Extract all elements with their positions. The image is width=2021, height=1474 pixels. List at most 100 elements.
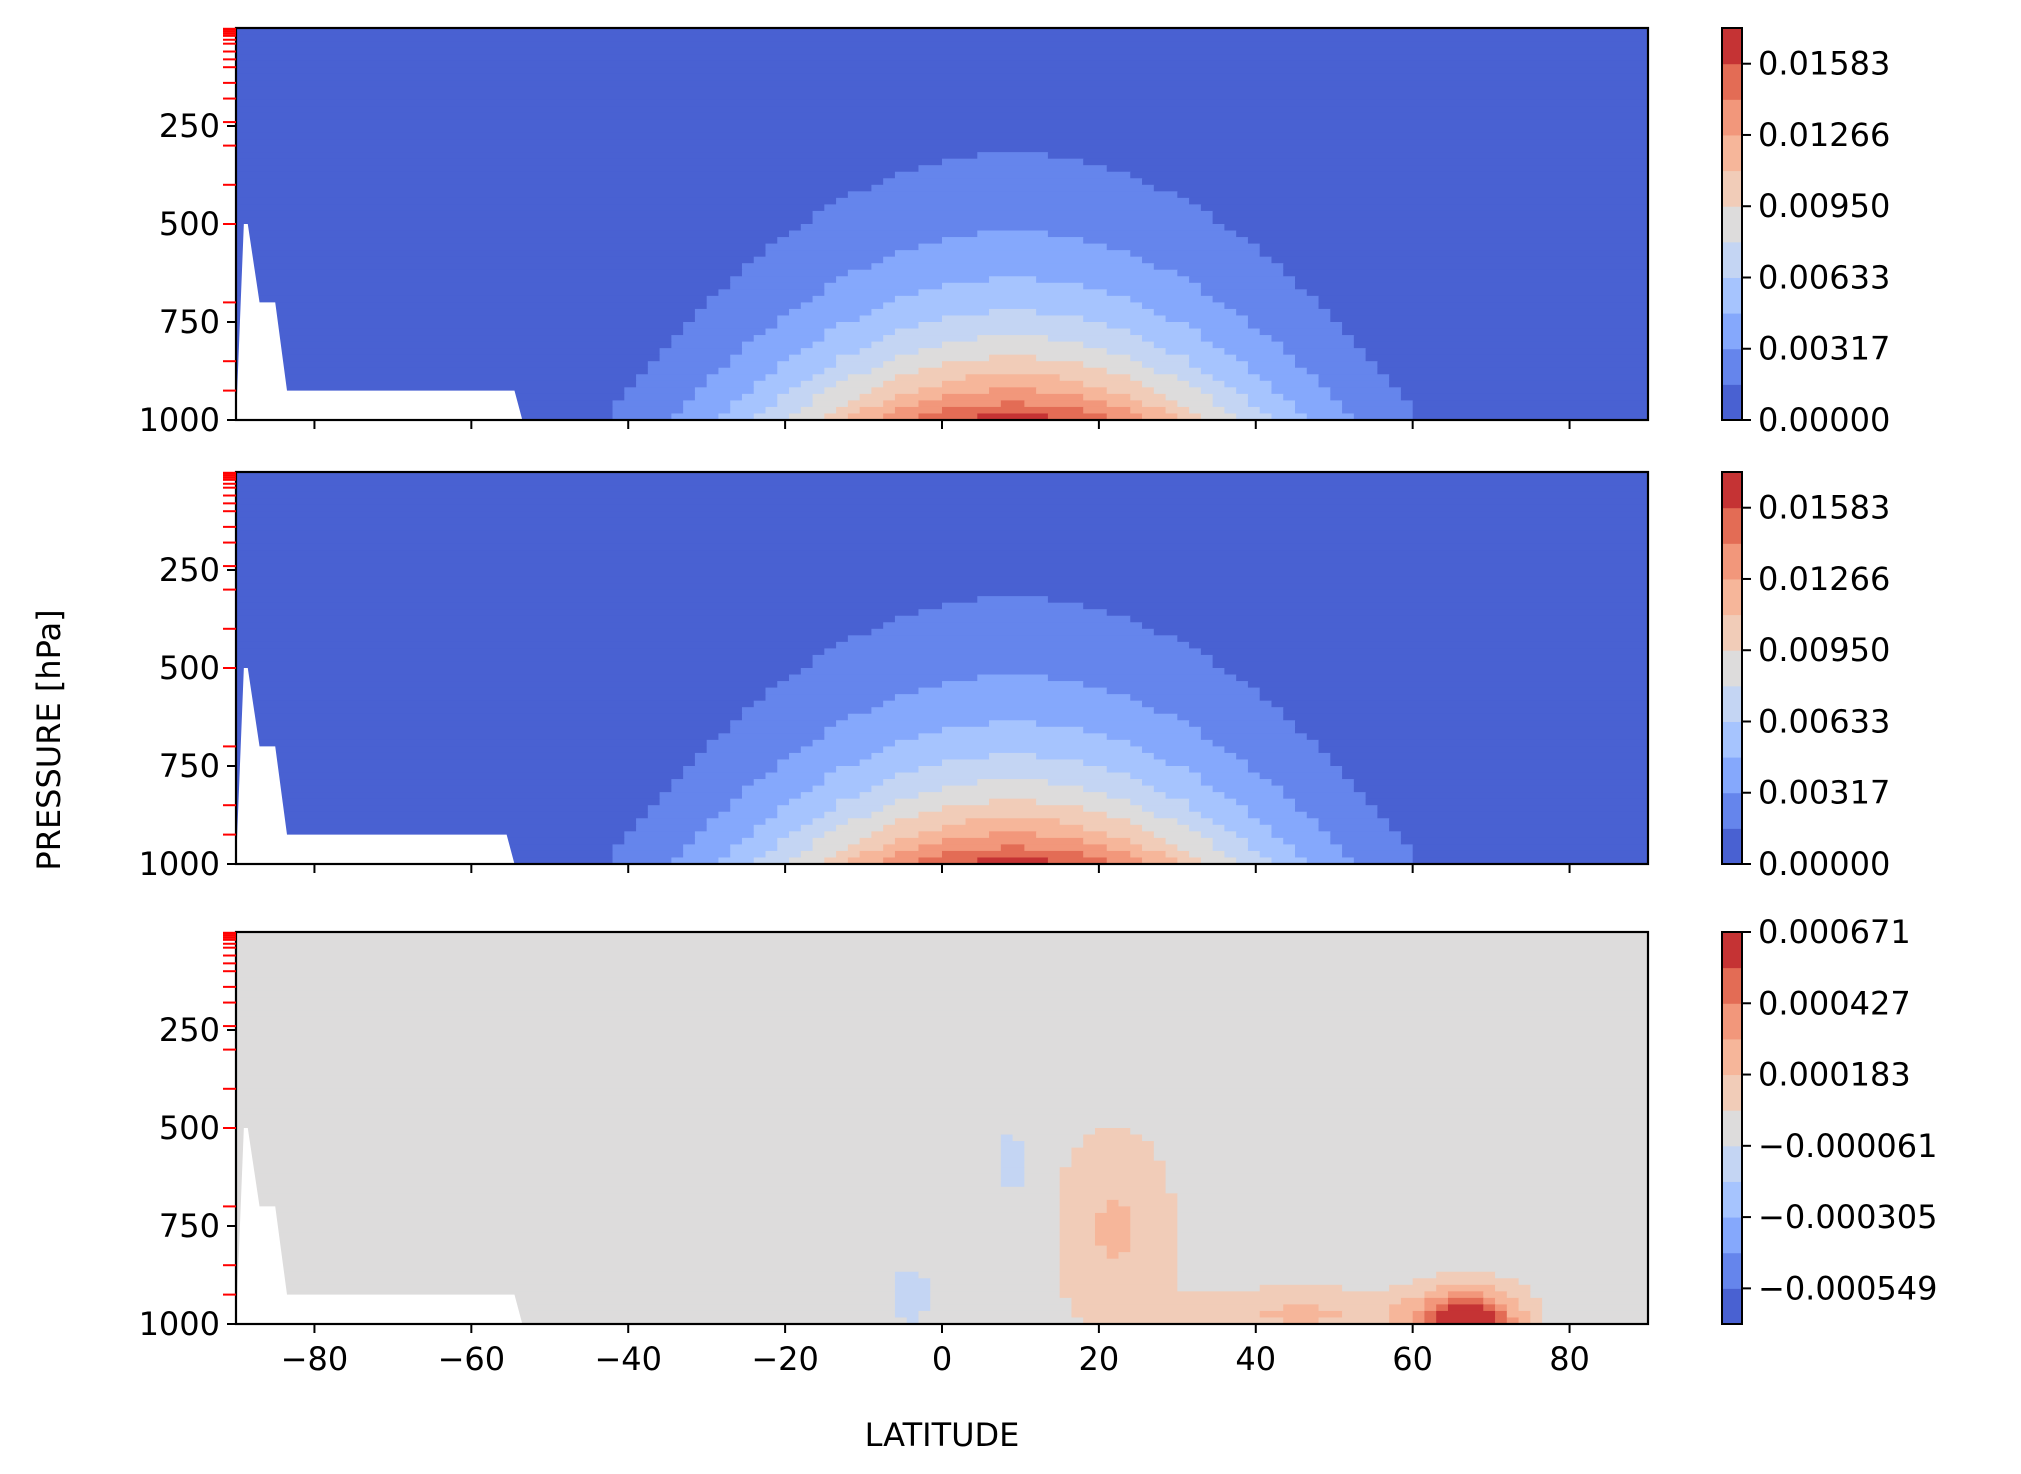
contour-cell (236, 485, 1648, 493)
contour-cell (1212, 661, 1648, 669)
contour-cell (930, 1291, 1061, 1299)
contour-cell (1506, 1317, 1520, 1324)
contour-cell (894, 739, 1131, 747)
contour-cell (1224, 850, 1261, 859)
contour-cell (706, 739, 814, 747)
contour-cell (1342, 1310, 1390, 1319)
contour-cell (1412, 1317, 1426, 1324)
contour-cell (1247, 759, 1331, 767)
contour-cell (647, 805, 731, 813)
contour-cell (1436, 1271, 1496, 1279)
contour-cell (1400, 387, 1648, 395)
contour-cell (683, 844, 731, 852)
contour-cell (847, 857, 884, 864)
contour-cell (236, 106, 1648, 114)
contour-cell (1342, 406, 1414, 415)
y-tick-label: 500 (159, 1109, 220, 1147)
colorbar-segment (1722, 932, 1742, 969)
contour-cell (236, 984, 1648, 992)
contour-cell (236, 178, 884, 186)
contour-cell (694, 759, 778, 767)
contour-cell (789, 387, 825, 395)
contour-cell (1271, 387, 1331, 395)
contour-cell (236, 132, 1648, 140)
colorbar-segment (1722, 967, 1742, 1004)
contour-cell (1165, 837, 1214, 845)
contour-cell (859, 348, 920, 356)
contour-cell (1189, 805, 1249, 813)
contour-cell (1106, 165, 1648, 173)
contour-cell (765, 687, 920, 695)
contour-cell (894, 1291, 931, 1299)
contour-cell (753, 779, 825, 787)
contour-cell (236, 34, 1648, 42)
contour-cell (918, 857, 978, 864)
contour-cell (977, 857, 1049, 864)
contour-cell (1212, 374, 1261, 382)
contour-cell (1495, 1284, 1531, 1292)
contour-cell (236, 145, 1648, 153)
contour-cell (859, 759, 943, 767)
contour-cell (977, 779, 1049, 787)
colorbar-segment (1722, 1110, 1742, 1147)
contour-cell (1024, 1173, 1061, 1181)
contour-cell (1436, 1317, 1496, 1324)
contour-cell (1153, 184, 1648, 192)
colorbar-tick-label: 0.00317 (1758, 330, 1890, 368)
contour-cell (236, 158, 943, 166)
contour-cell (694, 387, 755, 395)
contour-cell (1318, 374, 1390, 382)
contour-cell (1153, 1141, 1648, 1149)
panels: 250 500 750 1000 0.00000 0.00317 0.00633 0.0095… (139, 26, 1938, 1378)
contour-cell (236, 1291, 896, 1299)
contour-cell (1200, 772, 1261, 780)
contour-cell (1165, 1160, 1648, 1168)
contour-cell (1094, 1232, 1131, 1240)
contour-cell (1177, 1193, 1648, 1201)
contour-cell (1224, 224, 1648, 232)
x-tick-label: −80 (281, 1340, 349, 1378)
contour-cell (894, 406, 943, 415)
contour-cell (847, 844, 884, 852)
contour-cell (1295, 850, 1343, 859)
contour-cell (236, 1141, 1002, 1149)
contour-cell (859, 837, 896, 845)
contour-cell (236, 60, 1648, 68)
contour-cell (1330, 759, 1648, 767)
contour-cell (812, 217, 1214, 225)
contour-cell (1106, 243, 1261, 251)
contour-cell (1295, 276, 1648, 284)
contour-cell (1177, 857, 1202, 864)
contour-cell (236, 80, 1648, 88)
contour-cell (236, 171, 896, 179)
contour-cell (236, 250, 767, 258)
contour-cell (777, 367, 825, 375)
contour-cell (236, 47, 1648, 55)
contour-cell (1059, 1232, 1096, 1240)
contour-cell (1177, 400, 1214, 408)
contour-cell (636, 374, 708, 382)
contour-cell (1236, 674, 1648, 682)
contour-cell (1295, 805, 1378, 813)
y-tick-label: 1000 (139, 401, 220, 439)
contour-cell (1353, 857, 1414, 864)
contour-cell (1295, 361, 1378, 369)
contour-cell (236, 945, 1648, 953)
colorbar-segment (1722, 170, 1742, 207)
contour-cell (1306, 811, 1378, 819)
contour-cell (824, 289, 920, 297)
contour-cell (1130, 1232, 1178, 1240)
contour-cell (1177, 1226, 1648, 1234)
contour-cell (1236, 230, 1648, 238)
contour-cell (989, 387, 1037, 395)
contour-cell (718, 733, 825, 741)
contour-cell (1283, 707, 1648, 715)
contour-cell (1142, 413, 1178, 420)
contour-cell (1153, 263, 1284, 271)
contour-cell (1189, 798, 1237, 806)
contour-cell (1542, 1304, 1648, 1312)
contour-cell (1247, 811, 1308, 819)
contour-cell (1083, 759, 1167, 767)
y-tick-label: 500 (159, 205, 220, 243)
contour-cell (1059, 1186, 1167, 1194)
